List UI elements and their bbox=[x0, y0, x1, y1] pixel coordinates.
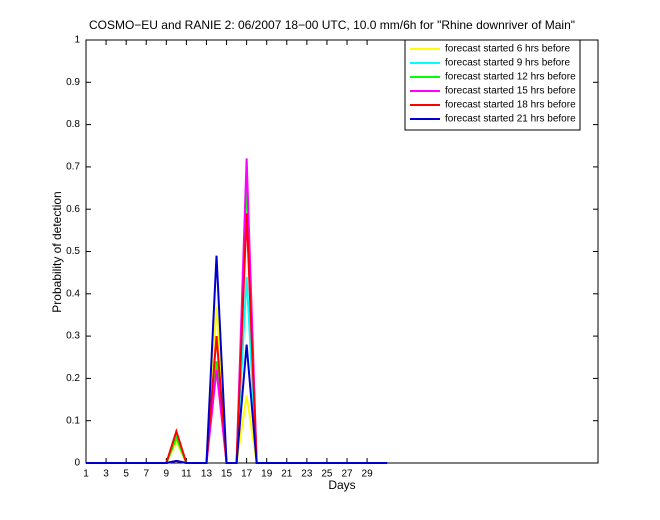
y-tick-label: 0.7 bbox=[66, 162, 80, 173]
y-tick-label: 0.1 bbox=[66, 415, 80, 426]
legend-label: forecast started 9 hrs before bbox=[445, 58, 571, 69]
y-tick-label: 0.4 bbox=[66, 288, 80, 299]
legend-label: forecast started 6 hrs before bbox=[445, 44, 571, 55]
x-tick-label: 27 bbox=[341, 469, 353, 480]
x-tick-label: 17 bbox=[241, 469, 253, 480]
x-tick-label: 7 bbox=[143, 469, 149, 480]
series-line bbox=[86, 179, 388, 464]
y-tick-label: 0.8 bbox=[66, 119, 80, 130]
x-tick-label: 29 bbox=[362, 469, 374, 480]
legend-label: forecast started 15 hrs before bbox=[445, 86, 576, 97]
x-tick-label: 9 bbox=[164, 469, 170, 480]
x-tick-label: 21 bbox=[281, 469, 293, 480]
y-axis-label: Probability of detection bbox=[50, 191, 64, 312]
x-tick-label: 3 bbox=[103, 469, 109, 480]
x-tick-label: 23 bbox=[301, 469, 313, 480]
y-tick-label: 0.5 bbox=[66, 246, 80, 257]
y-tick-label: 0.3 bbox=[66, 331, 80, 342]
y-tick-label: 1 bbox=[74, 35, 80, 46]
x-tick-label: 15 bbox=[221, 469, 233, 480]
x-tick-label: 13 bbox=[201, 469, 213, 480]
legend-box bbox=[404, 39, 581, 131]
legend-label: forecast started 12 hrs before bbox=[445, 72, 576, 83]
y-tick-label: 0 bbox=[74, 458, 80, 469]
legend-label: forecast started 18 hrs before bbox=[445, 100, 576, 111]
series-line bbox=[86, 158, 388, 464]
chart-title: COSMO−EU and RANIE 2: 06/2007 18−00 UTC,… bbox=[89, 18, 575, 32]
series-line bbox=[86, 255, 388, 464]
series-line bbox=[86, 213, 388, 464]
x-tick-label: 5 bbox=[123, 469, 129, 480]
x-axis-label: Days bbox=[328, 478, 355, 492]
x-tick-label: 11 bbox=[181, 469, 192, 480]
x-tick-label: 1 bbox=[83, 469, 89, 480]
x-tick-label: 19 bbox=[261, 469, 273, 480]
y-tick-label: 0.6 bbox=[66, 204, 80, 215]
y-tick-label: 0.2 bbox=[66, 373, 80, 384]
legend-label: forecast started 21 hrs before bbox=[445, 114, 576, 125]
x-tick-label: 25 bbox=[321, 469, 333, 480]
y-tick-label: 0.9 bbox=[66, 77, 80, 88]
